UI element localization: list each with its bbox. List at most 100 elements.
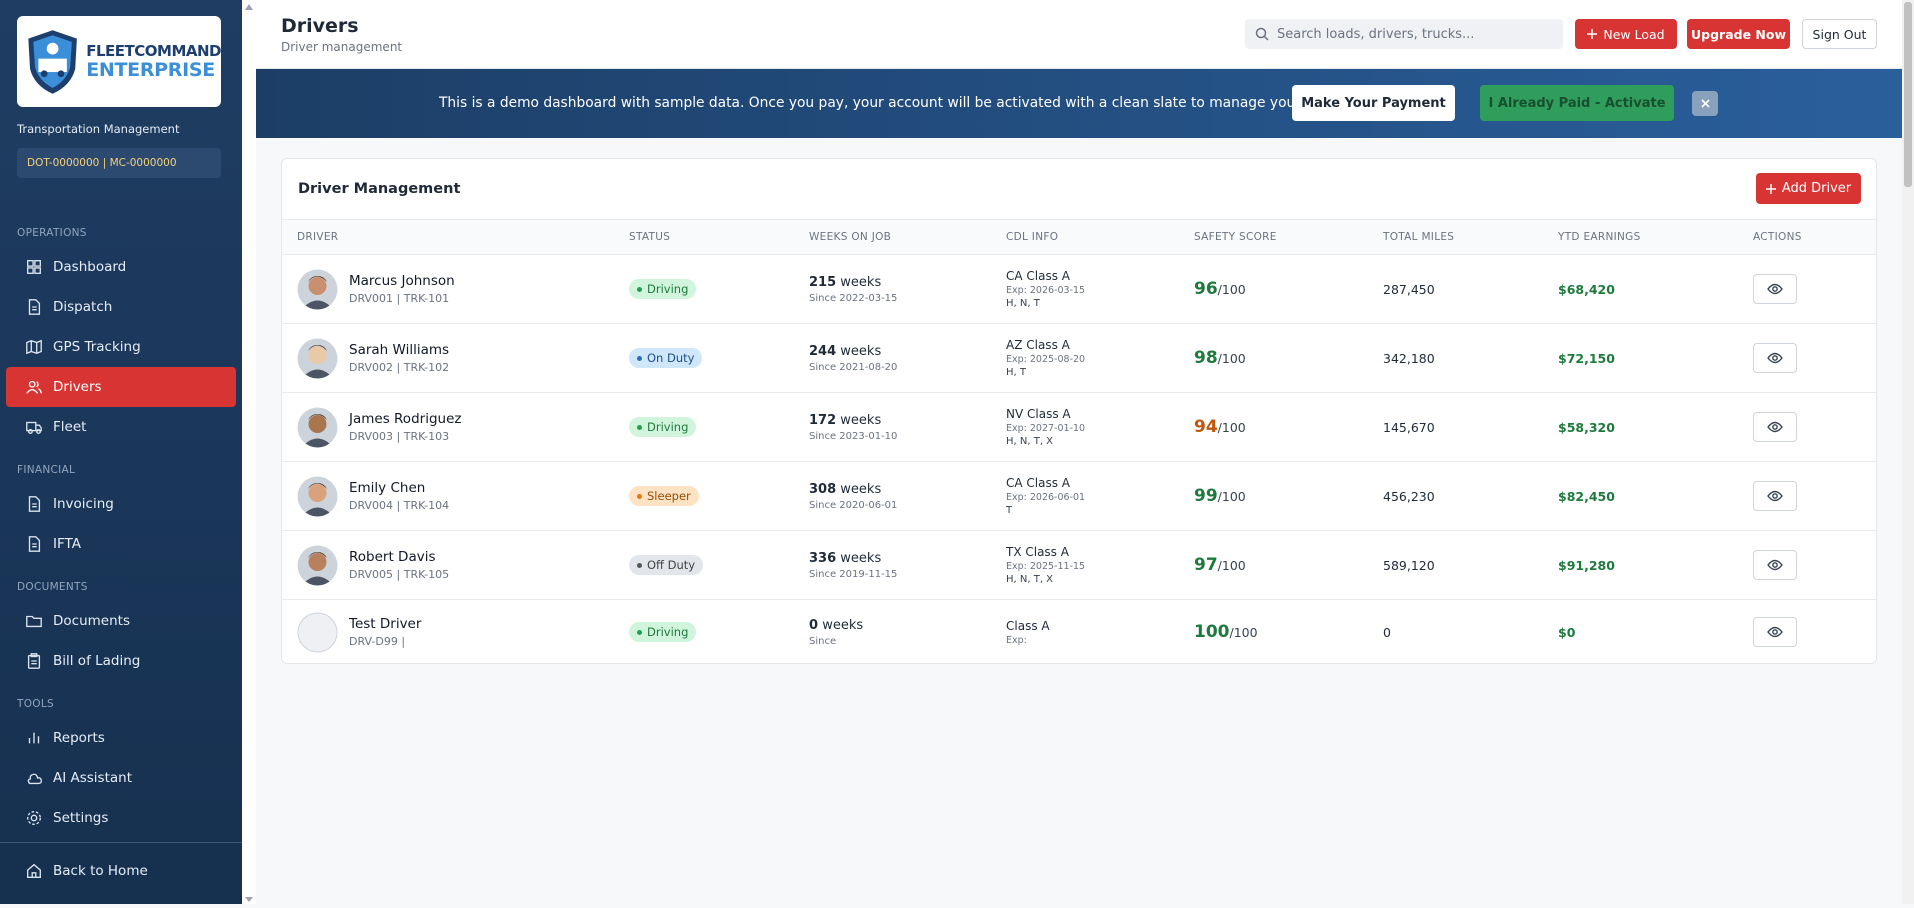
nav-item[interactable]: Bill of Lading — [6, 641, 236, 681]
nav-item[interactable]: IFTA — [6, 524, 236, 564]
eye-icon — [1767, 626, 1783, 638]
view-button[interactable] — [1753, 343, 1797, 373]
actions-cell — [1753, 481, 1876, 511]
back-home[interactable]: Back to Home — [6, 851, 236, 891]
actions-cell — [1753, 550, 1876, 580]
weeks-unit: weeks — [840, 412, 882, 428]
nav-icon — [27, 260, 41, 274]
score-max: /100 — [1217, 282, 1246, 297]
nav-item[interactable]: Settings — [6, 798, 236, 838]
paid-button[interactable]: I Already Paid - Activate — [1480, 85, 1674, 121]
cdl-endorsements: H, T — [1006, 367, 1026, 378]
close-button[interactable] — [1692, 91, 1718, 116]
drivers-table: DRIVER STATUS WEEKS ON JOB CDL INFO SAFETY S… — [282, 219, 1876, 663]
card-header: Driver Management Add Driver — [282, 159, 1876, 219]
total-miles: 456,230 — [1383, 488, 1435, 504]
total-miles: 342,180 — [1383, 350, 1435, 366]
nav-item[interactable]: Reports — [6, 718, 236, 758]
nav-item[interactable]: Dispatch — [6, 287, 236, 327]
weeks-cell: 172 weeks Since 2023-01-10 — [809, 413, 1006, 442]
upgrade-button[interactable]: Upgrade Now — [1687, 19, 1790, 49]
sidebar-subtitle: Transportation Management — [17, 122, 180, 136]
status-cell: On Duty — [629, 348, 809, 368]
weeks-line: 0 weeks — [809, 618, 1006, 633]
view-button[interactable] — [1753, 617, 1797, 647]
status-dot — [637, 562, 642, 568]
weeks-cell: 0 weeks Since — [809, 618, 1006, 647]
total-miles: 287,450 — [1383, 281, 1435, 297]
score-cell: 96/100 — [1194, 279, 1383, 299]
nav-label: AI Assistant — [53, 770, 133, 786]
driver-cell: Marcus Johnson DRV001 | TRK-101 — [282, 269, 629, 310]
actions-cell — [1753, 343, 1876, 373]
add-driver-button[interactable]: Add Driver — [1756, 173, 1861, 204]
nav-item[interactable]: Documents — [6, 601, 236, 641]
driver-id: DRV-D99 | — [349, 635, 406, 648]
cdl-endorsements: T — [1006, 505, 1013, 516]
view-button[interactable] — [1753, 412, 1797, 442]
nav-icon — [26, 615, 42, 628]
header: Drivers Driver management Search loads, … — [256, 0, 1902, 69]
driver-id: DRV005 | TRK-105 — [349, 568, 450, 581]
column-header: SAFETY SCORE — [1194, 231, 1277, 243]
dot-number: DOT-0000000 | MC-0000000 — [17, 148, 221, 178]
nav-item[interactable]: AI Assistant — [6, 758, 236, 798]
nav-item[interactable]: Dashboard — [6, 247, 236, 287]
avatar — [297, 269, 338, 309]
new-load-button[interactable]: New Load — [1575, 19, 1677, 49]
status-badge: Driving — [629, 622, 697, 642]
nav-label: Bill of Lading — [53, 653, 141, 669]
column-header: ACTIONS — [1753, 231, 1802, 243]
nav-item[interactable]: Drivers — [6, 367, 236, 407]
column-header: YTD EARNINGS — [1558, 231, 1641, 243]
view-button[interactable] — [1753, 274, 1797, 304]
status-label: Driving — [647, 282, 689, 296]
status-badge: On Duty — [629, 348, 703, 368]
pay-button[interactable]: Make Your Payment — [1292, 85, 1455, 121]
weeks-unit: weeks — [840, 481, 882, 497]
weeks-line: 244 weeks — [809, 344, 1006, 359]
driver-name: James Rodriguez — [349, 411, 462, 427]
cdl-cell: NV Class A Exp: 2027-01-10 H, N, T, X — [1006, 407, 1194, 447]
search-box[interactable]: Search loads, drivers, trucks... — [1245, 19, 1563, 49]
ytd-earnings: $0 — [1558, 624, 1576, 640]
sign-out-button[interactable]: Sign Out — [1802, 19, 1877, 49]
status-cell: Driving — [629, 279, 809, 299]
nav-item[interactable]: Invoicing — [6, 484, 236, 524]
score-value: 100 — [1194, 622, 1230, 642]
ytd-earnings: $58,320 — [1558, 419, 1615, 435]
cdl-class: CA Class A — [1006, 269, 1070, 283]
view-button[interactable] — [1753, 550, 1797, 580]
status-label: Off Duty — [647, 558, 696, 572]
nav-label: Settings — [53, 810, 109, 826]
driver-info: James Rodriguez DRV003 | TRK-103 — [349, 411, 461, 443]
status-dot — [637, 493, 642, 499]
view-button[interactable] — [1753, 481, 1797, 511]
driver-cell: Test Driver DRV-D99 | — [282, 612, 629, 653]
weeks-value: 0 — [809, 617, 819, 633]
nav-icon — [28, 536, 41, 552]
score-max: /100 — [1229, 625, 1258, 640]
cdl-expiry: Exp: 2025-11-15 — [1006, 561, 1086, 572]
status-label: Driving — [647, 625, 689, 639]
score-cell: 99/100 — [1194, 486, 1383, 506]
score-cell: 100/100 — [1194, 622, 1383, 642]
nav-item[interactable]: Fleet — [6, 407, 236, 447]
status-cell: Off Duty — [629, 555, 809, 575]
scrollbar-right — [1902, 0, 1914, 904]
ytd-earnings: $82,450 — [1558, 488, 1615, 504]
scrollbar — [242, 0, 256, 904]
cdl-endorsements: H, N, T — [1006, 298, 1040, 309]
weeks-value: 336 — [809, 550, 837, 566]
cdl-expiry: Exp: — [1006, 634, 1027, 646]
status-dot — [637, 355, 642, 361]
paid-label: I Already Paid - Activate — [1488, 95, 1666, 111]
nav-item[interactable]: GPS Tracking — [6, 327, 236, 367]
cdl-class: TX Class A — [1006, 545, 1069, 559]
weeks-unit: weeks — [840, 343, 882, 359]
status-cell: Driving — [629, 622, 809, 642]
page-title: Drivers — [281, 15, 359, 37]
add-driver-label: Add Driver — [1781, 181, 1852, 196]
cdl-cell: CA Class A Exp: 2026-03-15 H, N, T — [1006, 269, 1194, 309]
